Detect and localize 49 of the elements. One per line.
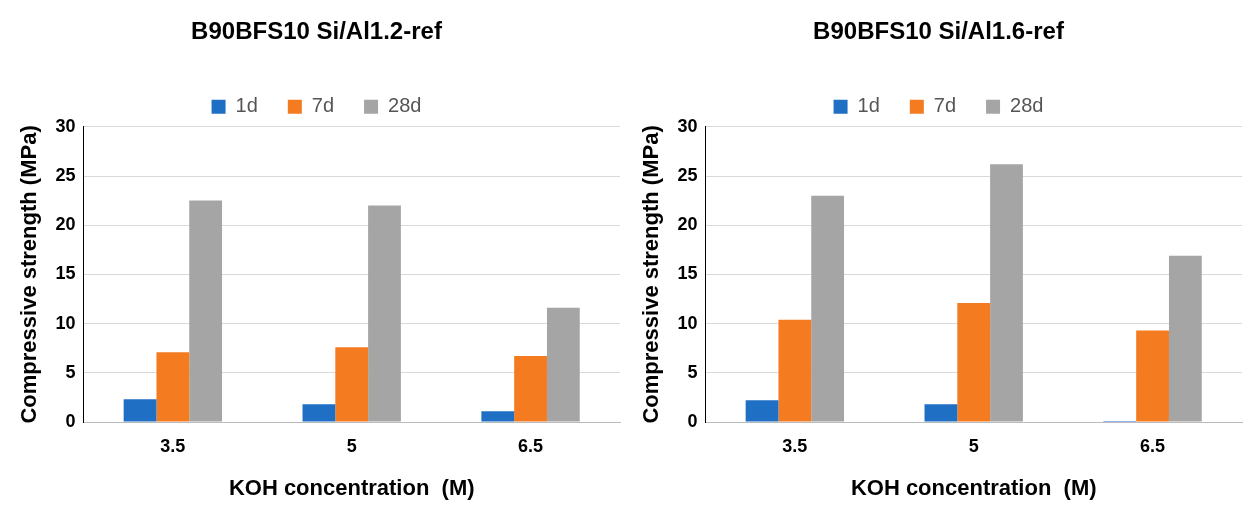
x-tick-label: 5 — [968, 435, 979, 456]
y-tick-label: 5 — [65, 361, 76, 382]
y-tick-label: 25 — [677, 164, 698, 185]
bar — [481, 411, 515, 422]
bar — [514, 356, 547, 422]
legend-label: 7d — [311, 94, 335, 117]
bar — [189, 200, 223, 422]
legend-label: 1d — [235, 94, 258, 117]
y-tick-label: 30 — [677, 115, 698, 136]
y-tick-label: 10 — [55, 312, 76, 333]
y-tick-label: 0 — [65, 410, 76, 431]
y-tick-label: 25 — [55, 164, 76, 185]
bar — [546, 307, 580, 422]
bar — [811, 195, 845, 422]
bar — [778, 319, 812, 422]
bar — [745, 400, 779, 422]
y-tick-label: 15 — [55, 263, 76, 284]
legend-label: 1d — [857, 94, 880, 117]
x-axis-title: KOH concentration (M) — [850, 474, 1097, 500]
bar — [368, 205, 401, 422]
x-tick-label: 3.5 — [782, 435, 808, 456]
bar — [924, 404, 958, 422]
y-tick-label: 30 — [55, 115, 76, 136]
bar — [123, 399, 157, 422]
bar — [1136, 330, 1169, 422]
y-tick-label: 20 — [55, 214, 76, 235]
x-axis-title: KOH concentration (M) — [228, 474, 475, 500]
chart-title: B90BFS10 Si/Al1.6-ref — [813, 17, 1065, 45]
bar — [1168, 255, 1202, 422]
chart-title: B90BFS10 Si/Al1.2-ref — [191, 17, 443, 45]
legend-label: 7d — [933, 94, 957, 117]
bar — [156, 352, 190, 422]
x-tick-label: 6.5 — [518, 435, 544, 456]
x-tick-label: 5 — [346, 435, 357, 456]
bar — [957, 302, 991, 422]
x-tick-label: 6.5 — [1140, 435, 1166, 456]
legend-label: 28d — [1010, 94, 1044, 117]
y-tick-label: 0 — [687, 410, 698, 431]
bar — [990, 164, 1023, 422]
x-tick-label: 3.5 — [160, 435, 186, 456]
bar — [302, 404, 336, 422]
y-axis-title: Compressive strength (MPa) — [16, 125, 42, 424]
y-tick-label: 10 — [677, 312, 698, 333]
y-tick-label: 20 — [677, 214, 698, 235]
legend-label: 28d — [388, 94, 422, 117]
y-axis-title: Compressive strength (MPa) — [638, 125, 664, 424]
y-tick-label: 15 — [677, 263, 698, 284]
bar — [335, 347, 369, 422]
y-tick-label: 5 — [687, 361, 698, 382]
